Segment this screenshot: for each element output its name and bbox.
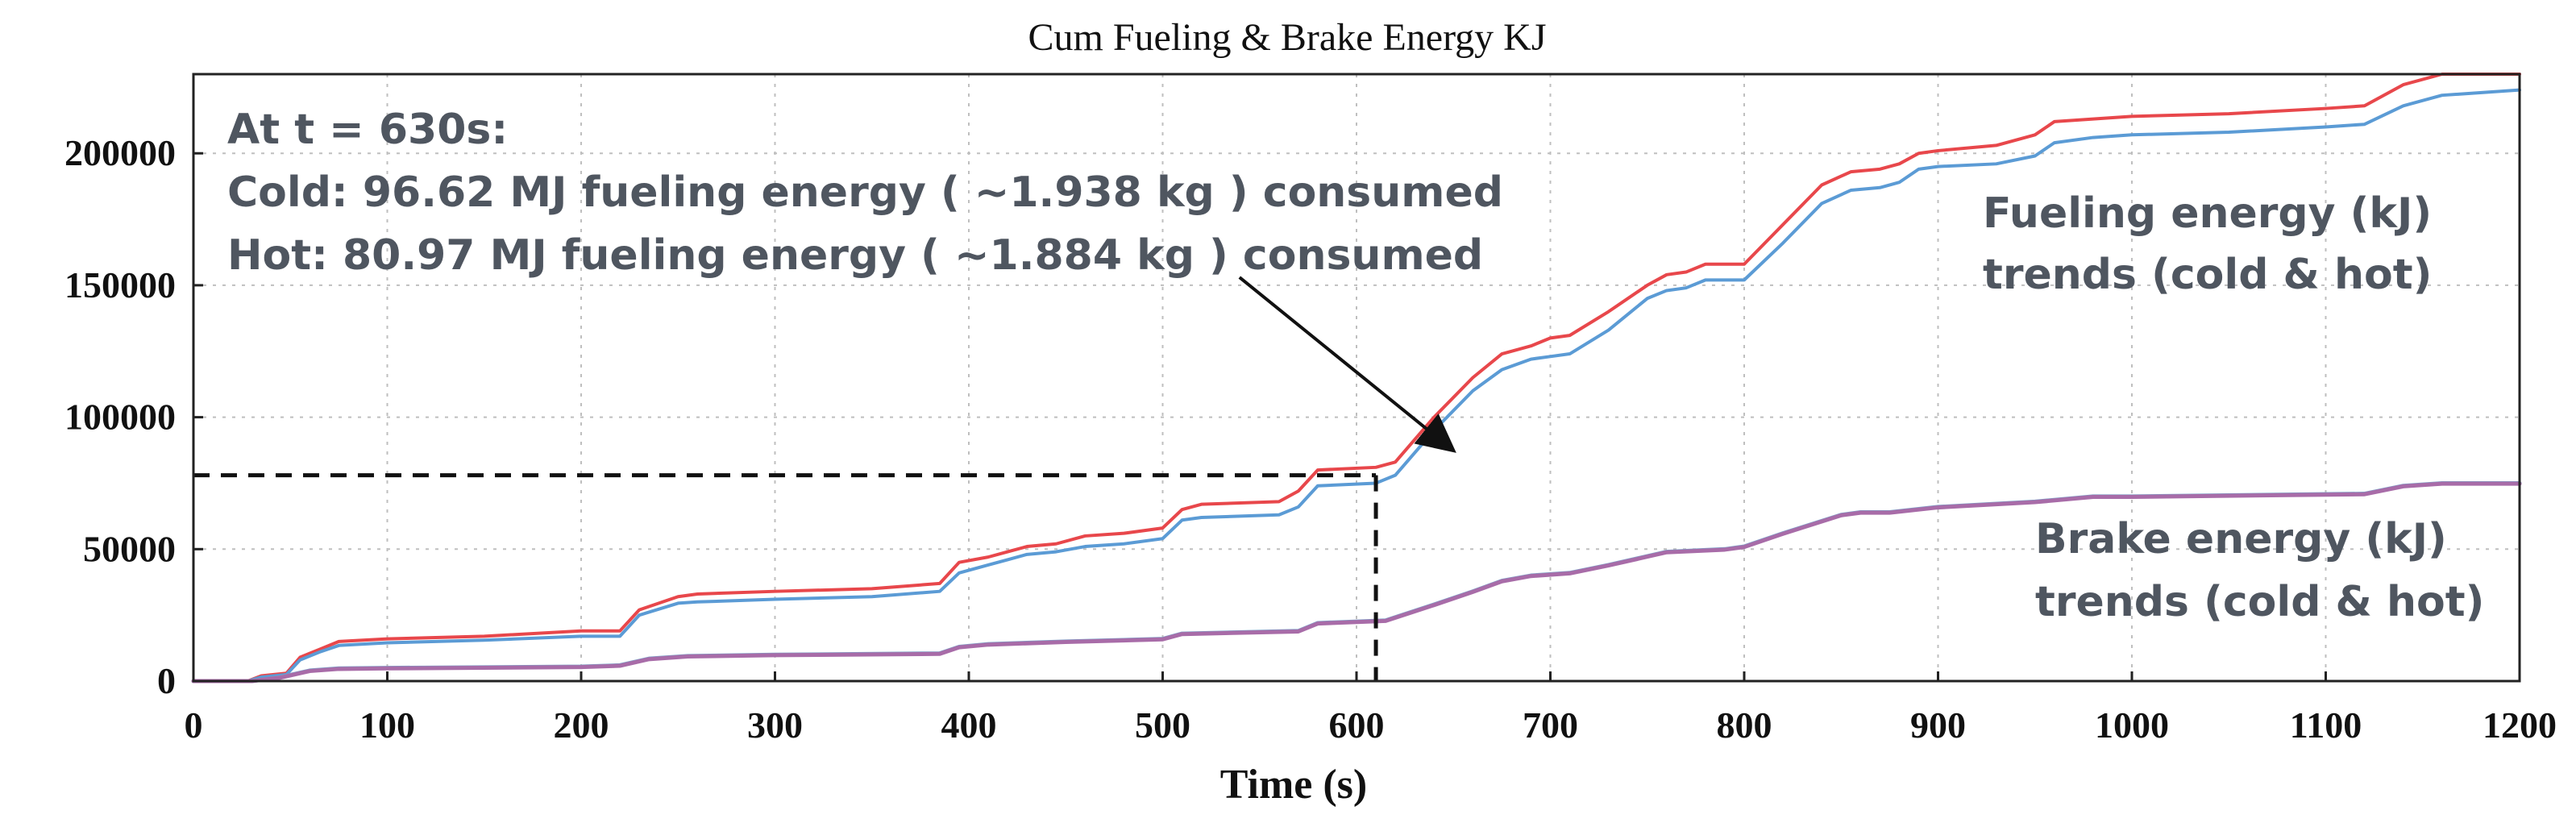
svg-text:At t = 630s:: At t = 630s: xyxy=(227,106,508,154)
x-tick-label: 700 xyxy=(1523,704,1578,746)
x-tick-label: 400 xyxy=(941,704,997,746)
annotations: At t = 630s: Cold: 96.62 MJ fueling ener… xyxy=(227,106,2484,626)
x-axis-label: Time (s) xyxy=(1220,762,1367,808)
fueling-label-line-1: Fueling energy (kJ) xyxy=(1983,189,2432,238)
x-tick-label: 200 xyxy=(554,704,609,746)
y-tick-label: 50000 xyxy=(83,528,176,569)
x-tick-label: 0 xyxy=(185,704,203,746)
brake-label-line-1: Brake energy (kJ) xyxy=(2035,515,2447,563)
y-tick-label: 150000 xyxy=(64,264,176,305)
chart-title: Cum Fueling & Brake Energy KJ xyxy=(1028,16,1546,59)
brake-label-line-2: trends (cold & hot) xyxy=(2035,578,2484,626)
series-line-brake-energy-hot xyxy=(191,481,2522,683)
svg-text:trends (cold & hot): trends (cold & hot) xyxy=(2035,578,2484,626)
x-tick-label: 500 xyxy=(1135,704,1190,746)
svg-text:trends (cold & hot): trends (cold & hot) xyxy=(1983,251,2432,299)
svg-text:Fueling energy (kJ): Fueling energy (kJ) xyxy=(1983,189,2432,238)
svg-text:Hot: 80.97 MJ fueling energy (: Hot: 80.97 MJ fueling energy ( ~1.884 kg… xyxy=(227,231,1483,280)
y-tick-label: 100000 xyxy=(64,397,176,438)
y-axis: 0 50000 100000 150000 200000 xyxy=(64,132,203,701)
annotation-line-3: Hot: 80.97 MJ fueling energy ( ~1.884 kg… xyxy=(227,231,1483,280)
annotation-line-2: Cold: 96.62 MJ fueling energy ( ~1.938 k… xyxy=(227,168,1503,217)
x-tick-label: 600 xyxy=(1329,704,1385,746)
x-tick-label: 900 xyxy=(1910,704,1966,746)
x-tick-label: 300 xyxy=(747,704,803,746)
y-tick-label: 200000 xyxy=(64,132,176,173)
x-tick-label: 1100 xyxy=(2290,704,2362,746)
x-tick-label: 100 xyxy=(359,704,415,746)
reference-lines xyxy=(193,473,1378,681)
svg-text:Brake energy (kJ): Brake energy (kJ) xyxy=(2035,515,2447,563)
x-axis: 0 100 200 300 400 500 600 700 800 900 1000 1100 1200 xyxy=(185,671,2557,746)
fueling-label-line-2: trends (cold & hot) xyxy=(1983,251,2432,299)
annotation-line-1: At t = 630s: xyxy=(227,106,508,154)
series-line-fueling-energy-cold xyxy=(192,73,2521,683)
x-tick-label: 1200 xyxy=(2483,704,2557,746)
annotation-arrow xyxy=(1238,276,1456,453)
series-line-fueling-energy-hot xyxy=(192,88,2521,683)
x-tick-label: 1000 xyxy=(2095,704,2169,746)
y-tick-label: 0 xyxy=(157,660,176,701)
grid xyxy=(193,74,2520,681)
series-layer xyxy=(191,73,2522,683)
x-tick-label: 800 xyxy=(1717,704,1772,746)
svg-text:Cold: 96.62 MJ fueling energy: Cold: 96.62 MJ fueling energy ( ~1.938 k… xyxy=(227,168,1503,217)
